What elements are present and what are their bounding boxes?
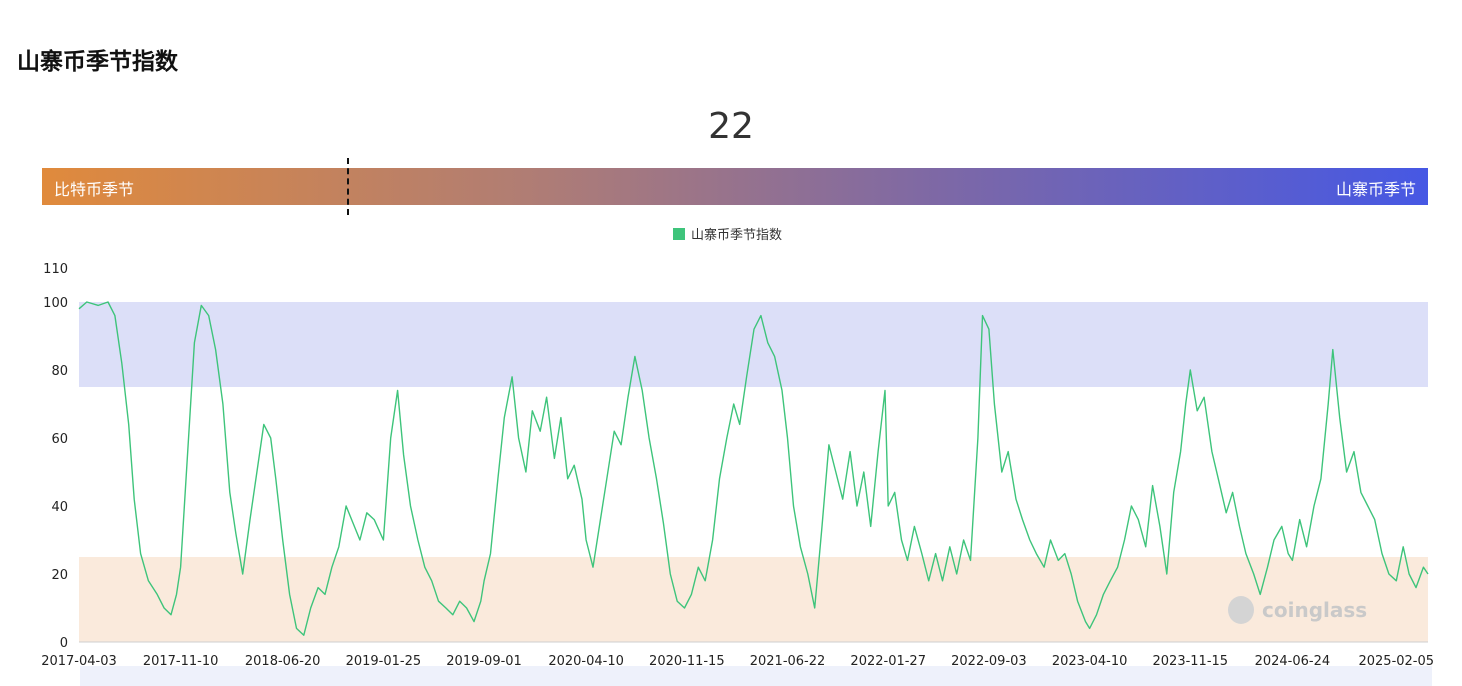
coinglass-logo-icon	[1228, 596, 1254, 624]
y-tick-label: 60	[51, 432, 68, 447]
y-tick-label: 80	[51, 364, 68, 379]
season-gauge-bar: 比特币季节 山寨币季节	[42, 158, 1428, 215]
x-tick-label: 2019-09-01	[446, 654, 522, 669]
x-tick-label: 2020-11-15	[649, 654, 725, 669]
bitcoin-season-band	[79, 557, 1428, 642]
watermark-text: coinglass	[1262, 598, 1368, 622]
altcoin-season-label: 山寨币季节	[1335, 180, 1416, 199]
index-value: 22	[708, 106, 754, 147]
y-tick-label: 20	[51, 568, 68, 583]
y-tick-label: 0	[60, 636, 68, 651]
x-tick-label: 2020-04-10	[548, 654, 624, 669]
x-tick-label: 2022-01-27	[850, 654, 926, 669]
x-tick-label: 2023-04-10	[1052, 654, 1128, 669]
coinglass-watermark: coinglass	[1228, 596, 1367, 624]
page-title: 山寨币季节指数	[17, 49, 178, 75]
legend-swatch	[673, 227, 685, 240]
x-tick-label: 2018-06-20	[245, 654, 321, 669]
y-tick-label: 100	[43, 296, 68, 311]
x-tick-label: 2025-02-05	[1358, 654, 1434, 669]
x-tick-label: 2023-11-15	[1153, 654, 1229, 669]
x-tick-label: 2017-11-10	[143, 654, 219, 669]
chart-legend[interactable]: 山寨币季节指数	[673, 224, 782, 243]
y-tick-label: 40	[51, 500, 68, 515]
legend-label: 山寨币季节指数	[691, 228, 783, 243]
x-tick-label: 2024-06-24	[1255, 654, 1331, 669]
series-line	[78, 301, 1429, 636]
y-tick-label: 110	[43, 262, 68, 277]
x-tick-label: 2021-06-22	[750, 654, 826, 669]
x-tick-label: 2019-01-25	[346, 654, 422, 669]
x-tick-label: 2017-04-03	[41, 654, 117, 669]
x-tick-label: 2022-09-03	[951, 654, 1027, 669]
gauge-value-marker	[346, 158, 349, 215]
zoom-slider[interactable]	[80, 666, 1432, 686]
altcoin-season-band	[79, 302, 1428, 387]
bitcoin-season-label: 比特币季节	[54, 180, 135, 199]
